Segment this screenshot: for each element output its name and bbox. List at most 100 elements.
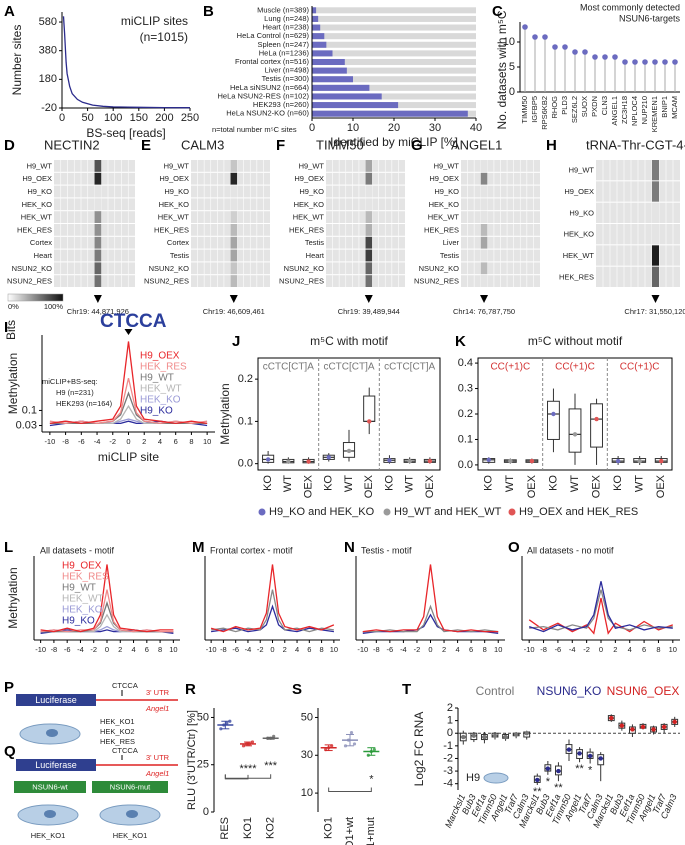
point (372, 748, 376, 752)
cell-icon (483, 772, 509, 784)
row-label: HEK_RES (559, 272, 594, 281)
category-label: SEZ6L2 (570, 96, 579, 123)
panel-label: R (185, 681, 196, 698)
x-tick-label: 100 (104, 112, 122, 124)
x-tick-label: -8 (220, 645, 227, 654)
category-label: SUOX (580, 96, 589, 117)
median-dot (503, 734, 508, 740)
cell (230, 275, 238, 287)
cell (480, 236, 488, 249)
x-tick-label: -6 (78, 437, 85, 446)
x-tick-label: 4 (158, 437, 162, 446)
y-tick-label: 380 (39, 45, 57, 57)
x-tick-label: 8 (189, 437, 193, 446)
y-axis-label: Methylation (6, 567, 20, 628)
significance: * (369, 773, 374, 785)
y-axis-label: Log2 FC RNA (412, 712, 426, 787)
median-dot (598, 756, 603, 761)
median-dot (346, 448, 352, 454)
significance: **** (239, 763, 257, 775)
position: Chr19: 39,489,944 (338, 307, 400, 316)
chart-title: Frontal cortex - motif (210, 545, 293, 555)
row-label: Heart (34, 251, 53, 260)
dot (532, 34, 538, 40)
row-label: H9_WT (434, 161, 460, 170)
cell (94, 160, 102, 172)
bar (312, 33, 325, 40)
category-label: KO (547, 475, 559, 491)
x-tick-label: 10 (494, 645, 502, 654)
cell (94, 211, 102, 223)
x-tick-label: 6 (145, 645, 149, 654)
group-label: cCTC[CT]A (384, 362, 435, 373)
cell-label: H9 (466, 772, 480, 784)
point (266, 736, 270, 740)
category-label: KREMEN1 (650, 96, 659, 132)
note: n=total number m⁵C sites (212, 125, 297, 134)
bar-background (312, 7, 476, 14)
row-label: NSUN2_RES (7, 277, 52, 286)
group-label: Control (476, 684, 515, 698)
median-dot (651, 727, 656, 732)
x-tick-label: -2 (414, 645, 421, 654)
row-label: HEK_WT (21, 213, 53, 222)
x-tick-label: 0 (428, 645, 432, 654)
series-line (362, 604, 499, 633)
x-tick-label: 10 (203, 437, 211, 446)
median-dot (529, 458, 535, 464)
cell (230, 236, 238, 249)
y-tick-label: 25 (197, 759, 209, 771)
series-line (211, 589, 334, 633)
x-tick-label: 0 (270, 645, 274, 654)
panel-label: E (141, 137, 151, 154)
row-label: NSUN2_RES (414, 277, 459, 286)
y-tick-label: 0.3 (458, 382, 473, 394)
row-label: NSUN2_KO (419, 264, 460, 273)
cell (230, 262, 238, 275)
cell (365, 262, 373, 275)
x-tick-label: 40 (470, 122, 482, 134)
row-label: NSUN2_KO (284, 264, 325, 273)
bar-background (312, 50, 476, 57)
point (346, 738, 351, 742)
panel-label: D (4, 137, 15, 154)
row-label: HEK_KO (429, 200, 460, 209)
x-tick-label: 0 (599, 645, 603, 654)
cell (230, 172, 238, 185)
category-label: KO1 (242, 817, 254, 839)
cell (365, 211, 373, 223)
cell (94, 198, 102, 211)
x-tick-label: 6 (174, 437, 178, 446)
panel-label: K (455, 333, 466, 350)
chart-title: m⁵C with motif (310, 334, 388, 348)
point (219, 727, 223, 731)
category-label: Frontal cortex (n=516) (235, 57, 309, 66)
cell-label: HEK_KO2 (100, 727, 135, 736)
cell-label: HEK_RES (100, 737, 135, 746)
panel-label: I (4, 319, 8, 336)
panel-label: M (192, 539, 205, 556)
row-label: Testis (440, 251, 459, 260)
median-dot (471, 733, 477, 738)
y-tick-label: 2 (447, 702, 453, 714)
diagram-p: P CTCCA Luciferase 3' UTR Angel1 HEK_KO1… (4, 679, 178, 746)
row-label: HEK_WT (563, 251, 595, 260)
x-tick-label: 4 (456, 645, 460, 654)
construct: Luciferase (35, 760, 77, 770)
legend-label: H9_KO (140, 406, 173, 417)
cell (652, 224, 659, 245)
category-label: RPS6KB2 (540, 96, 549, 130)
x-tick-label: 2 (283, 645, 287, 654)
significance: ** (533, 786, 542, 798)
category-label: WT (343, 475, 355, 492)
cell (365, 249, 373, 262)
category-label: Testis (n=300) (262, 74, 310, 83)
x-tick-label: -10 (206, 645, 217, 654)
y-tick-label: 0.2 (458, 408, 473, 420)
cell (480, 172, 488, 185)
cell (365, 275, 373, 287)
median-dot (407, 458, 412, 464)
color-scale (7, 293, 64, 302)
position: Chr14: 76,787,750 (453, 307, 515, 316)
x-axis-label: Identified by miCLIP [%] (330, 135, 458, 149)
